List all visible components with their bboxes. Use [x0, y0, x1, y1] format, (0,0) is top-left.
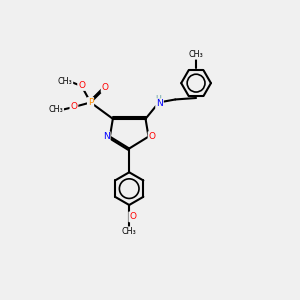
Text: CH₃: CH₃ — [58, 77, 72, 86]
Text: H: H — [155, 95, 161, 104]
Text: N: N — [156, 99, 163, 108]
Text: O: O — [102, 83, 109, 92]
Text: O: O — [78, 81, 85, 90]
Text: O: O — [70, 102, 77, 111]
Text: O: O — [129, 212, 136, 221]
Text: CH₃: CH₃ — [122, 227, 136, 236]
Text: CH₃: CH₃ — [189, 50, 203, 59]
Text: O: O — [148, 132, 156, 141]
Text: N: N — [103, 132, 110, 141]
Text: CH₃: CH₃ — [48, 105, 63, 114]
Text: P: P — [88, 98, 93, 107]
